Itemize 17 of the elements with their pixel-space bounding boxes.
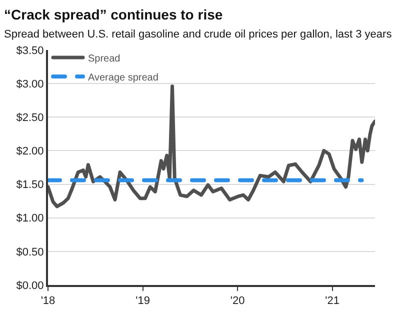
y-tick-label: $0.50 — [16, 246, 44, 258]
y-tick-label: $0.00 — [16, 280, 44, 292]
x-tick-label: '20 — [230, 295, 245, 308]
x-tick-label: '21 — [325, 295, 340, 308]
line-series — [48, 84, 375, 208]
x-tick-label: '19 — [136, 295, 150, 308]
y-tick-label: $1.00 — [16, 212, 44, 225]
y-tick-label: $2.00 — [16, 146, 44, 158]
chart-subtitle: Spread between U.S. retail gasoline and crude oil prices per gallon, last 3 years — [4, 28, 392, 41]
chart-title: “Crack spread” continues to rise — [4, 6, 223, 22]
y-tick-label: $3.00 — [16, 78, 44, 90]
x-tick-label: '18 — [40, 295, 56, 308]
legend-label: Spread — [88, 53, 120, 64]
y-tick-label: $2.50 — [16, 112, 44, 124]
legend-label: Average spread — [88, 72, 158, 84]
y-tick-label: $3.50 — [16, 44, 44, 57]
y-tick-label: $1.50 — [16, 179, 44, 192]
